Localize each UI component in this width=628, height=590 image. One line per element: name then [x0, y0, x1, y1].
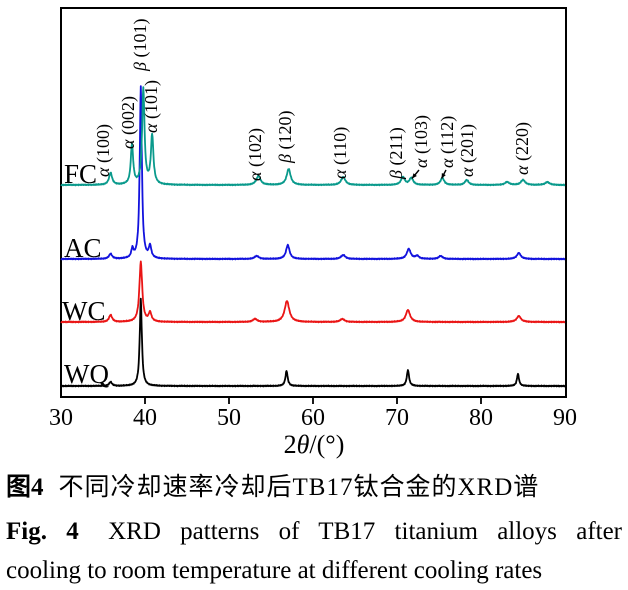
x-tick-label: 70 [385, 405, 409, 431]
curve-AC [60, 85, 566, 261]
x-tick-label: 50 [217, 405, 241, 431]
peak-label: α (112) [437, 116, 458, 168]
peak-label: β (120) [275, 111, 296, 164]
x-axis-title: 2θ/(°) [284, 430, 345, 459]
caption-fig-number-en: Fig. 4 [6, 518, 79, 545]
caption-fig-number-zh: 图4 [6, 474, 44, 501]
caption-text-en-2: cooling to room temperature at different… [6, 557, 543, 584]
caption-line-chinese: 图4 不同冷却速率冷却后TB17钛合金的XRD谱 [6, 472, 622, 503]
x-axis-title-prefix: 2 [284, 430, 297, 459]
peak-label: α (220) [512, 122, 533, 175]
curve-FC [60, 86, 566, 187]
peak-label: α (100) [93, 124, 114, 177]
caption-line-english-1: Fig. 4 XRD patterns of TB17 titanium all… [6, 516, 622, 547]
xrd-chart: 2θ/(°) 30 40 50 60 70 80 90 FC AC WC WQ α (100) α (0… [49, 7, 577, 459]
peak-label: β (211) [386, 127, 407, 180]
x-axis-title-suffix: /(°) [309, 430, 344, 459]
peak-label: α (102) [245, 128, 266, 181]
peak-label: α (110) [330, 127, 351, 179]
peak-label: α (103) [411, 115, 432, 168]
caption-text-zh: 不同冷却速率冷却后TB17钛合金的XRD谱 [58, 474, 540, 501]
x-tick-label: 40 [133, 405, 157, 431]
series-label-WC: WC [62, 296, 106, 326]
curve-WQ [60, 297, 566, 388]
series-label-WQ: WQ [64, 359, 109, 389]
x-tick-label: 30 [49, 405, 73, 431]
x-tick-label: 60 [301, 405, 325, 431]
series-label-AC: AC [64, 233, 102, 263]
figure-caption: 图4 不同冷却速率冷却后TB17钛合金的XRD谱 Fig. 4 XRD patte… [6, 472, 622, 586]
series-label-FC: FC [64, 159, 97, 189]
peak-label-arrowhead [412, 173, 417, 179]
caption-text-en-1: XRD patterns of TB17 titanium alloys aft… [108, 518, 623, 545]
chart-generated-content: 30 40 50 60 70 80 90 FC AC WC WQ α (100) α (002) β (1… [49, 19, 577, 431]
peak-label: α (201) [457, 124, 478, 177]
peak-label: α (101) [141, 80, 162, 133]
x-axis-title-theta: θ [297, 430, 310, 459]
peak-label-arrowhead [441, 173, 446, 179]
x-tick-label: 80 [469, 405, 493, 431]
curve-WC [60, 260, 566, 324]
peak-label: β (101) [130, 19, 151, 72]
caption-line-english-2: cooling to room temperature at different… [6, 555, 622, 586]
peak-label: α (002) [118, 96, 139, 149]
x-tick-label: 90 [553, 405, 577, 431]
